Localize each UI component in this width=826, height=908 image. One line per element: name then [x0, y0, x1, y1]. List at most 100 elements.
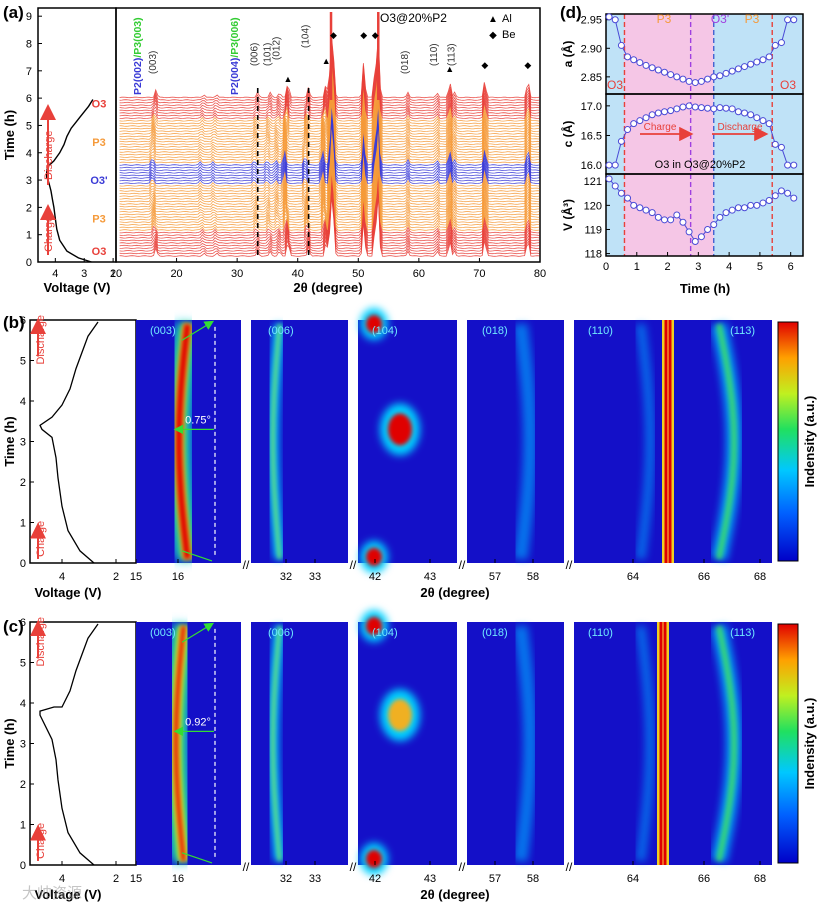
x-axis-label: 2θ (degree) [293, 280, 362, 295]
y-tick-label: 5 [20, 658, 26, 670]
blob-core [388, 699, 412, 732]
lattice-point [777, 187, 785, 195]
x-tick-label: 15 [130, 571, 142, 583]
reflection-label: (003) [148, 51, 159, 74]
lattice-point [716, 213, 724, 221]
lattice-point [648, 111, 656, 119]
blob-core [366, 849, 382, 868]
watermark: 大帅资源 [22, 884, 83, 902]
x-tick-label: 58 [527, 873, 539, 885]
lattice-point [654, 213, 662, 221]
voltage-curve [39, 321, 99, 564]
p2-label-green: /P3(006) [229, 17, 241, 57]
contour-window [467, 622, 564, 865]
lattice-point [624, 126, 632, 134]
reflection-label: (006) [250, 43, 261, 66]
subtitle: O3 in O3@20%P2 [655, 159, 746, 171]
band-113-core [715, 625, 737, 862]
window-label: (018) [482, 325, 508, 337]
y-tick-label: 119 [584, 224, 602, 236]
panel-labels: (a) (b) (c) (d) [3, 3, 582, 636]
window-label: (113) [730, 325, 755, 337]
window-label: (113) [730, 627, 755, 639]
lattice-point [654, 109, 662, 117]
axis-break: // [459, 860, 466, 874]
x-tick-label: 33 [309, 873, 321, 885]
y-tick-label: 8 [26, 39, 32, 51]
x-tick-label: 1 [634, 261, 640, 273]
lattice-point [747, 111, 755, 119]
x-tick-label: 66 [698, 571, 710, 583]
lattice-point [691, 103, 699, 111]
lattice-point [605, 13, 613, 21]
x-tick-label: 68 [754, 571, 766, 583]
lattice-point [611, 161, 619, 169]
x-tick-label: 40 [292, 268, 304, 280]
x-tick-label: 50 [352, 268, 364, 280]
shift-label: 0.75° [185, 414, 211, 426]
y-tick-label: 0 [20, 860, 26, 872]
lattice-point [790, 161, 798, 169]
y-tick-label: 6 [20, 617, 26, 629]
lattice-point [636, 59, 644, 67]
y-tick-label: 1 [26, 230, 32, 242]
x-tick-label: 64 [627, 571, 639, 583]
x-axis-label: Voltage (V) [35, 585, 102, 600]
axis-break: // [243, 860, 250, 874]
y-tick-label: 118 [584, 249, 602, 261]
lattice-point [741, 109, 749, 117]
x-axis-label: 2θ (degree) [420, 887, 489, 902]
lattice-point [710, 221, 718, 229]
lattice-point [722, 69, 730, 77]
p2-label-blue: P2(002) [132, 58, 144, 95]
x-tick-label: 32 [280, 873, 292, 885]
x-tick-label: 3 [81, 268, 87, 280]
lattice-point [734, 65, 742, 73]
lattice-point [777, 143, 785, 151]
x-tick-label: 32 [280, 571, 292, 583]
x-tick-label: 15 [130, 873, 142, 885]
lattice-point [685, 102, 693, 110]
x-axis-label: Voltage (V) [35, 887, 102, 902]
lattice-point [716, 104, 724, 112]
band-110-side [635, 625, 655, 862]
legend-symbol: ◆ [489, 30, 497, 41]
xrd-title: O3@20%P2 [380, 11, 447, 25]
lattice-point [624, 53, 632, 61]
lattice-point [734, 204, 742, 212]
blob-core [366, 617, 382, 636]
lattice-point [611, 182, 619, 190]
panel-label-2: (c) [3, 617, 24, 636]
y-axis-label: V (Å³) [560, 199, 575, 231]
lattice-point [636, 204, 644, 212]
blob-core [366, 315, 382, 334]
lattice-point [679, 103, 687, 111]
x-tick-label: 3 [695, 261, 701, 273]
lattice-point [685, 77, 693, 85]
be-marker: ◆ [330, 30, 337, 40]
x-axis-label: Time (h) [680, 281, 730, 296]
lattice-point [710, 105, 718, 113]
lattice-point [685, 228, 693, 236]
window-label: (110) [588, 325, 613, 337]
lattice-point [765, 197, 773, 205]
x-tick-label: 10 [110, 268, 122, 280]
shift-arrow [181, 320, 215, 341]
xrd-pattern [119, 36, 540, 99]
panel-label-0: (a) [3, 3, 24, 22]
x-tick-label: 4 [59, 571, 65, 583]
window-label: (006) [268, 325, 294, 337]
lattice-point [660, 68, 668, 76]
y-axis-label: a (Å) [560, 41, 575, 68]
phase-label: P3 [92, 213, 105, 225]
reflection-label: (113) [447, 43, 458, 66]
lattice-point [636, 117, 644, 125]
lattice-point [642, 114, 650, 122]
y-tick-label: 1 [20, 518, 26, 530]
shift-arrow [181, 852, 213, 864]
be-marker: ◆ [481, 60, 488, 70]
band-core-red [175, 323, 191, 560]
x-tick-label: 80 [534, 268, 546, 280]
x-tick-label: 43 [424, 873, 436, 885]
